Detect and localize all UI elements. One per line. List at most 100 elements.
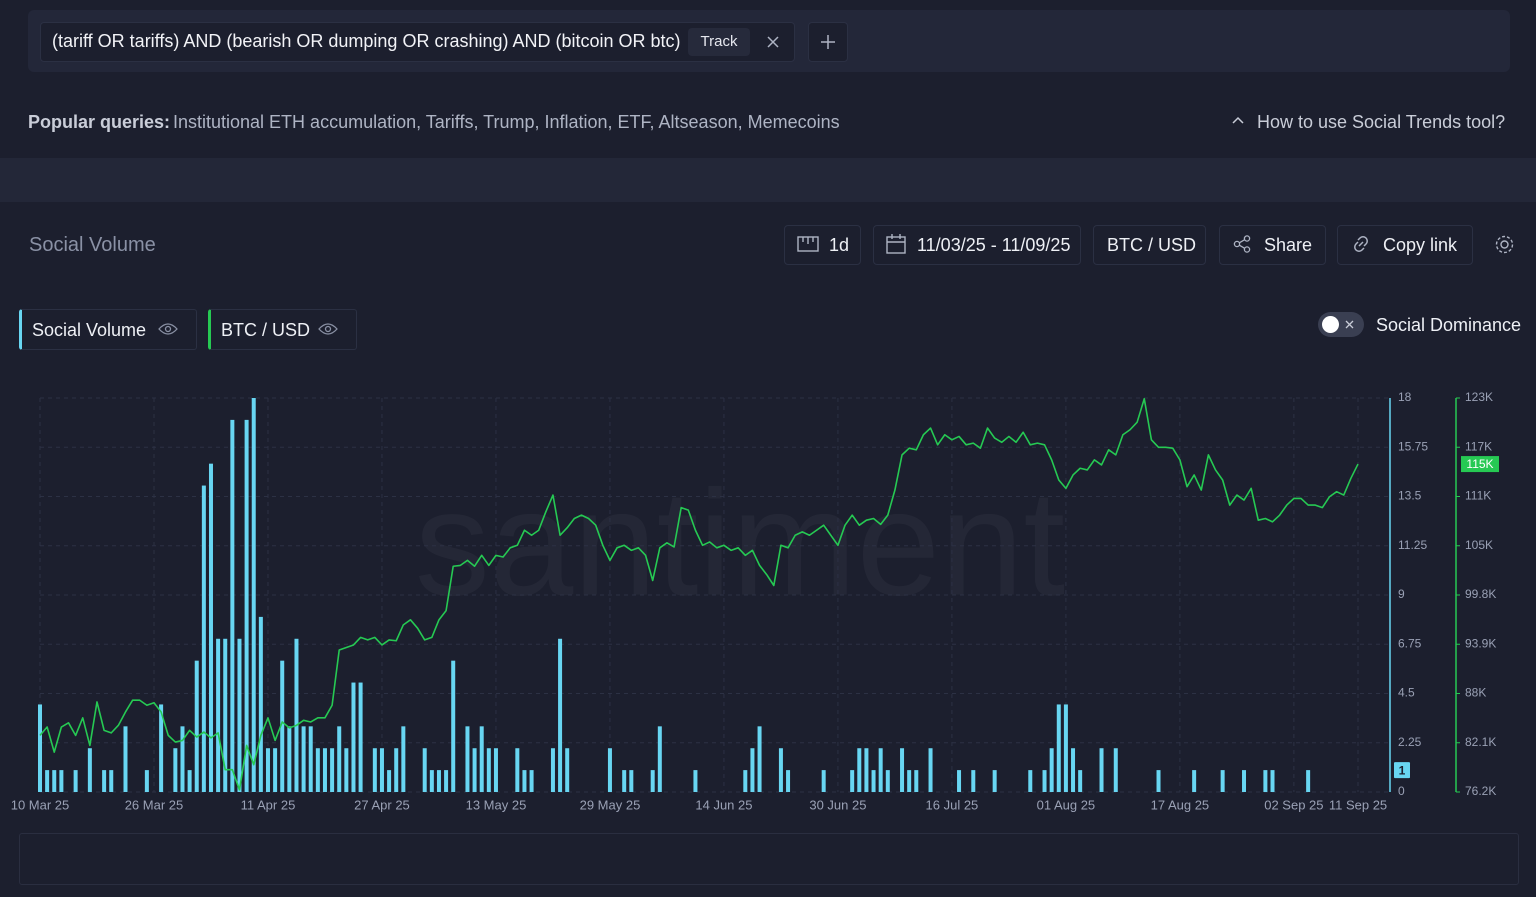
bar xyxy=(109,770,114,792)
x-tick-label: 13 May 25 xyxy=(466,797,527,812)
bar xyxy=(330,748,335,792)
bar xyxy=(850,770,855,792)
settings-icon[interactable] xyxy=(1494,234,1515,255)
date-range[interactable]: 11/03/25 - 11/09/25 xyxy=(917,235,1071,255)
bar xyxy=(144,770,149,792)
bar xyxy=(123,726,128,792)
bar xyxy=(864,748,869,792)
share-text[interactable]: Share xyxy=(1264,235,1313,255)
legend-label[interactable]: BTC / USD xyxy=(221,320,311,340)
link-icon xyxy=(1354,236,1368,252)
bar xyxy=(757,726,762,792)
bar xyxy=(322,748,327,792)
bar xyxy=(1156,770,1161,792)
bar xyxy=(1099,748,1104,792)
y-tick-label: 18 xyxy=(1398,390,1412,404)
x-tick-label: 11 Apr 25 xyxy=(241,797,296,812)
y-tick-label: 9 xyxy=(1398,587,1405,601)
metric-chip[interactable] xyxy=(208,309,357,350)
bar xyxy=(1263,770,1268,792)
bar xyxy=(308,726,313,792)
current-tag: 1 xyxy=(1399,763,1406,777)
bar xyxy=(280,660,285,792)
bar xyxy=(251,398,256,792)
y2-tick-label: 82.1K xyxy=(1465,735,1496,749)
y-tick-label: 11.25 xyxy=(1398,538,1427,552)
eye-icon[interactable] xyxy=(158,322,178,336)
date-button[interactable] xyxy=(873,225,1081,265)
bar xyxy=(907,770,912,792)
x-tick-label: 16 Jul 25 xyxy=(926,797,979,812)
share-button[interactable] xyxy=(1219,225,1326,265)
bar xyxy=(1078,770,1083,792)
bar xyxy=(73,770,78,792)
pair-button[interactable] xyxy=(1093,225,1206,265)
bar xyxy=(102,770,107,792)
bar xyxy=(693,770,698,792)
share-icon xyxy=(1233,235,1251,253)
bar xyxy=(900,748,905,792)
interval-button[interactable] xyxy=(784,225,861,265)
track-button[interactable]: Track xyxy=(688,28,750,56)
legend-label[interactable]: Social Volume xyxy=(32,320,147,340)
plus-icon xyxy=(821,35,835,49)
bar xyxy=(379,748,384,792)
bar xyxy=(778,748,783,792)
query-text[interactable]: (tariff OR tariffs) AND (bearish OR dump… xyxy=(52,31,681,51)
bar xyxy=(429,770,434,792)
bar xyxy=(486,748,491,792)
popular-label: Popular queries: xyxy=(28,112,171,132)
bar xyxy=(1063,704,1068,792)
bar xyxy=(522,770,527,792)
x-tick-label: 02 Sep 25 xyxy=(1264,797,1323,812)
copy-link-text[interactable]: Copy link xyxy=(1383,235,1458,255)
x-tick-label: 27 Apr 25 xyxy=(354,797,410,812)
bar xyxy=(1242,770,1247,792)
bar xyxy=(187,770,192,792)
bar xyxy=(550,748,555,792)
x-tick-label: 30 Jun 25 xyxy=(809,797,866,812)
bar xyxy=(493,748,498,792)
bar xyxy=(871,770,876,792)
bar xyxy=(216,638,221,792)
pair-text[interactable]: BTC / USD xyxy=(1107,235,1197,255)
metric-chip[interactable] xyxy=(19,309,197,350)
bar xyxy=(180,726,185,792)
bar xyxy=(657,726,662,792)
interval-text[interactable]: 1d xyxy=(829,235,850,255)
bar xyxy=(885,770,890,792)
remove-query-icon[interactable] xyxy=(767,36,779,48)
bar xyxy=(750,748,755,792)
bar xyxy=(294,638,299,792)
bar xyxy=(607,748,612,792)
x-tick-label: 26 Mar 25 xyxy=(125,797,184,812)
y-tick-label: 2.25 xyxy=(1398,735,1422,749)
y-tick-label: 0 xyxy=(1398,784,1405,798)
y2-tick-label: 76.2K xyxy=(1465,784,1496,798)
bar xyxy=(857,748,862,792)
bar xyxy=(928,748,933,792)
y2-tick-label: 88K xyxy=(1465,686,1486,700)
popular-queries[interactable]: Institutional ETH accumulation, Tariffs,… xyxy=(173,112,840,132)
bar xyxy=(45,770,50,792)
x-tick-label: 29 May 25 xyxy=(580,797,641,812)
bar xyxy=(394,748,399,792)
bar xyxy=(451,660,456,792)
bar xyxy=(1113,748,1118,792)
bar xyxy=(914,770,919,792)
help-link[interactable]: How to use Social Trends tool? xyxy=(1257,112,1506,132)
eye-icon[interactable] xyxy=(318,322,338,336)
bar xyxy=(1306,770,1311,792)
range-navigator[interactable] xyxy=(19,833,1519,885)
bar xyxy=(372,748,377,792)
bar xyxy=(223,638,228,792)
y2-tick-label: 99.8K xyxy=(1465,587,1496,601)
y2-tick-label: 93.9K xyxy=(1465,636,1496,650)
bar xyxy=(444,770,449,792)
query-chip[interactable] xyxy=(40,22,795,62)
y2-tick-label: 123K xyxy=(1465,390,1493,404)
y2-tick-label: 105K xyxy=(1465,538,1493,552)
line xyxy=(39,397,1359,791)
bar xyxy=(201,485,206,792)
